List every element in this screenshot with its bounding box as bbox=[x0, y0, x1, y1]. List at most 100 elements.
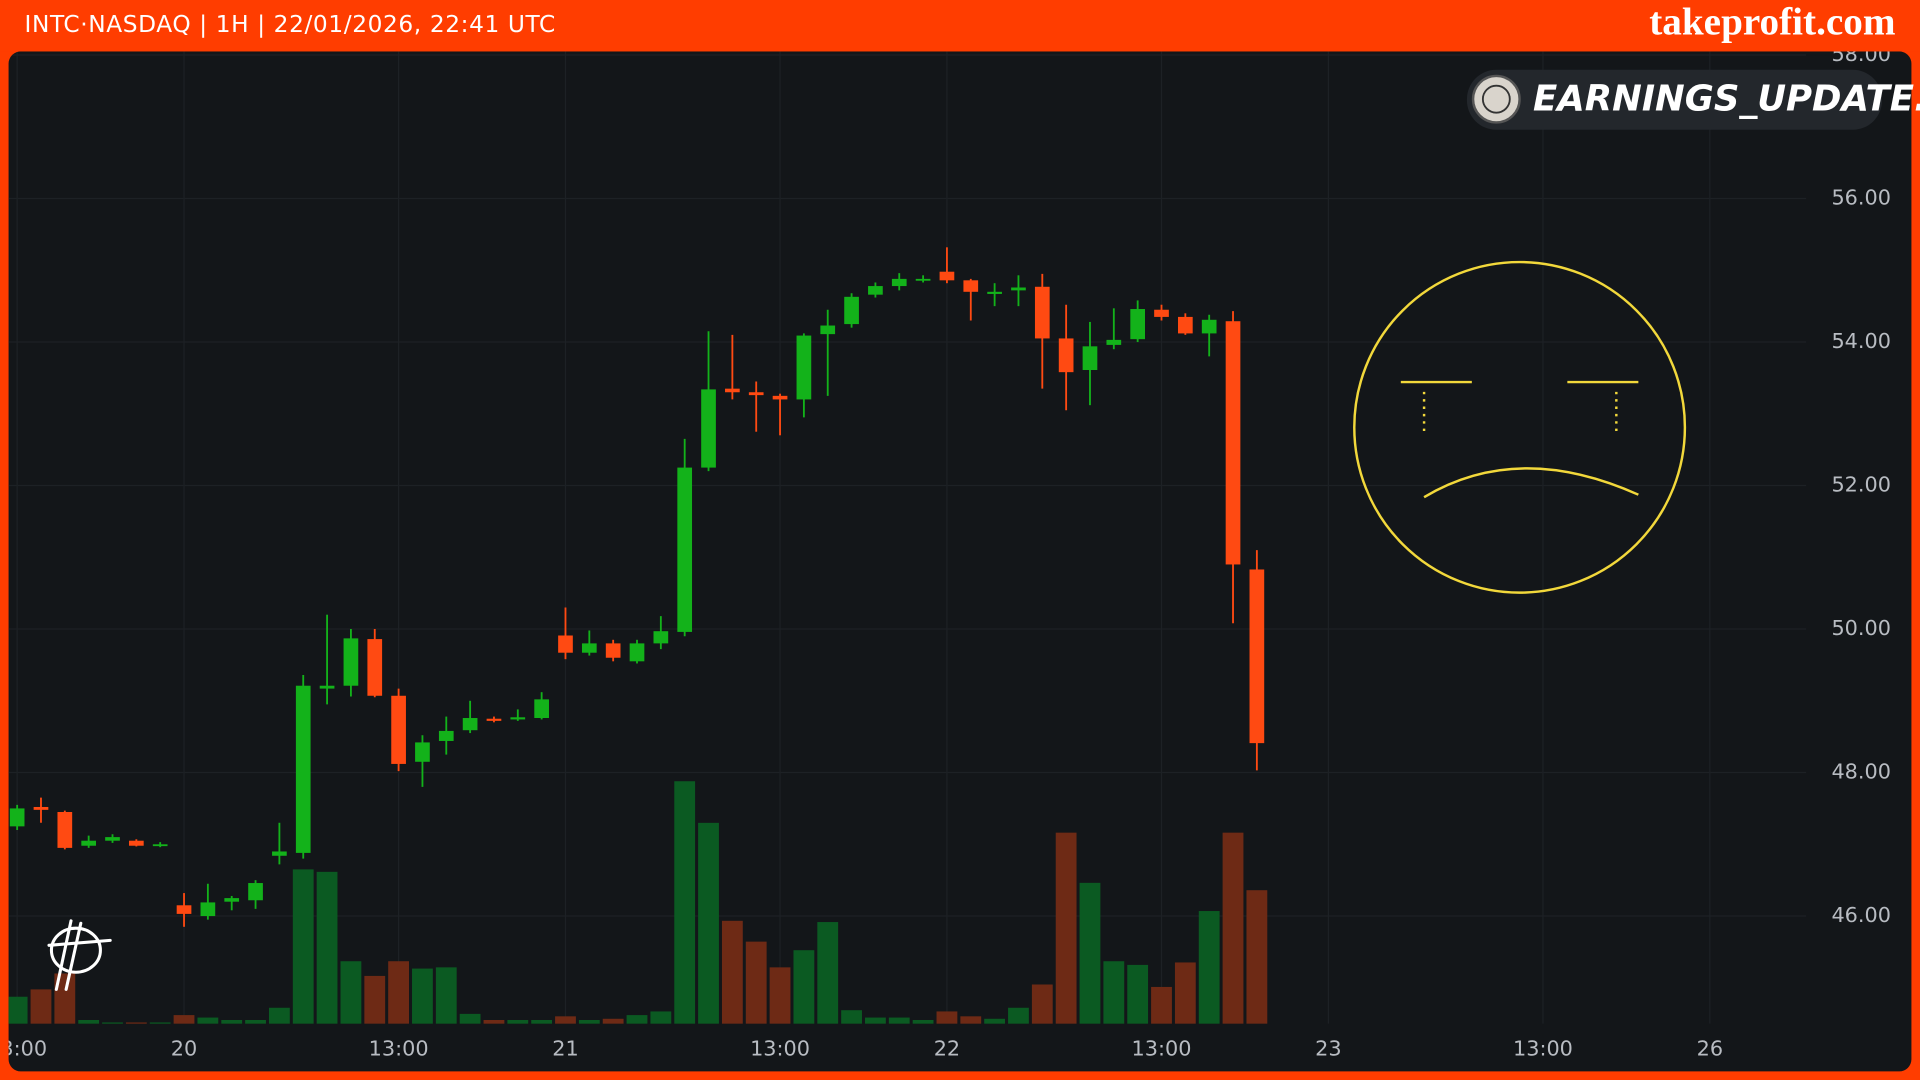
badge-icon-ring bbox=[1481, 84, 1511, 114]
header-bar bbox=[0, 0, 1920, 52]
volume-bar bbox=[555, 1016, 576, 1024]
candle-body bbox=[129, 840, 144, 846]
candle-body bbox=[844, 296, 859, 325]
logo-bar bbox=[47, 938, 112, 947]
candle-body bbox=[629, 643, 645, 662]
candle-body bbox=[772, 395, 788, 400]
volume-bar bbox=[721, 920, 743, 1024]
candle-body bbox=[868, 286, 883, 295]
volume-bar bbox=[412, 968, 433, 1024]
candle-body bbox=[33, 806, 49, 810]
x-tick-label: 23 bbox=[1315, 1036, 1341, 1060]
volume-bar bbox=[364, 975, 386, 1024]
volume-bar bbox=[245, 1020, 266, 1024]
badge-text: EARNINGS_UPDATE... bbox=[1533, 78, 1920, 119]
volume-bar bbox=[8, 996, 28, 1024]
volume-bar bbox=[817, 922, 839, 1024]
candle-body bbox=[1034, 286, 1050, 339]
volume-bar bbox=[1246, 890, 1268, 1024]
candle-body bbox=[510, 717, 526, 720]
plot-layer: 46.00 48.00 50.00 52.00 54.00 56.00 58.00 13:00… bbox=[0, 51, 1891, 1060]
volume-bar bbox=[960, 1016, 982, 1024]
volume-bar bbox=[1055, 832, 1077, 1024]
x-tick-label: 22 bbox=[934, 1036, 960, 1060]
volume-bar bbox=[30, 989, 52, 1024]
header-symbol: INTC·NASDAQ | 1H | 22/01/2026, 22:41 UTC bbox=[24, 11, 555, 38]
volume-bar bbox=[483, 1020, 505, 1024]
volume-bar bbox=[578, 1020, 600, 1024]
candle-body bbox=[1249, 569, 1265, 744]
volume-bar bbox=[650, 1011, 672, 1024]
logo-stroke bbox=[54, 919, 73, 991]
volume-bar bbox=[984, 1018, 1006, 1024]
volume-bar bbox=[674, 781, 696, 1024]
brand[interactable]: takeprofit.com bbox=[1649, 1, 1895, 44]
badge[interactable]: EARNINGS_UPDATE... bbox=[1466, 69, 1920, 130]
candle-body bbox=[57, 812, 73, 848]
plot-area bbox=[8, 51, 1912, 1072]
candle-body bbox=[462, 718, 478, 731]
volume-bar bbox=[1127, 964, 1149, 1024]
volume-bar bbox=[912, 1020, 934, 1024]
candle-body bbox=[963, 280, 979, 292]
face-outline bbox=[1353, 260, 1687, 594]
volume-bar bbox=[340, 961, 362, 1024]
volume-bar bbox=[841, 1010, 862, 1024]
candle-body bbox=[1225, 321, 1241, 565]
volume-bar bbox=[793, 950, 815, 1024]
volume-bar bbox=[149, 1022, 171, 1024]
candle-body bbox=[987, 291, 1002, 294]
volume-bar bbox=[1008, 1007, 1029, 1024]
volume-bar bbox=[1151, 986, 1172, 1024]
x-tick-label: 13:00 bbox=[369, 1036, 429, 1060]
volume-bar bbox=[1103, 961, 1125, 1024]
candle-body bbox=[534, 699, 549, 719]
volume-bar bbox=[197, 1017, 219, 1024]
x-tick-label: 13:00 bbox=[0, 1036, 47, 1060]
volume-bar bbox=[221, 1020, 243, 1024]
volume-bar bbox=[1079, 882, 1101, 1024]
volume-bar bbox=[769, 967, 791, 1024]
logo-ring bbox=[49, 926, 102, 974]
y-tick-label: 46.00 bbox=[1831, 903, 1891, 927]
candle-body bbox=[1082, 346, 1098, 371]
candle-body bbox=[558, 635, 573, 653]
candle-body bbox=[939, 271, 955, 281]
candle-body bbox=[581, 643, 597, 653]
candle-body bbox=[224, 898, 240, 902]
volume-bar bbox=[78, 1020, 100, 1024]
candle-body bbox=[295, 685, 311, 853]
candle-body bbox=[605, 643, 621, 658]
candle-body bbox=[1011, 287, 1026, 291]
candle-body bbox=[248, 883, 263, 901]
candle-body bbox=[176, 905, 192, 914]
x-tick-label: 21 bbox=[552, 1036, 578, 1060]
candle-body bbox=[152, 844, 168, 847]
volume-bar bbox=[54, 973, 76, 1024]
candle-body bbox=[796, 335, 812, 400]
x-tick-label: 26 bbox=[1697, 1036, 1723, 1060]
volume-bar bbox=[936, 1011, 958, 1024]
candle-body bbox=[272, 851, 287, 856]
candle-body bbox=[748, 392, 764, 396]
candle-body bbox=[319, 685, 335, 689]
candle-body bbox=[200, 902, 216, 917]
candle-body bbox=[1058, 338, 1074, 373]
candle-body bbox=[653, 631, 669, 644]
candle-body bbox=[820, 325, 836, 335]
sad-face bbox=[1353, 260, 1687, 594]
candle-body bbox=[1106, 339, 1122, 345]
volume-bar bbox=[102, 1022, 123, 1024]
candle-body bbox=[915, 278, 931, 281]
volume-bar bbox=[388, 961, 410, 1024]
candle-body bbox=[105, 837, 120, 841]
candle-body bbox=[725, 388, 740, 393]
volume-bar bbox=[602, 1018, 624, 1024]
volume-bar bbox=[1222, 832, 1244, 1024]
candle-body bbox=[1154, 309, 1169, 317]
mouth bbox=[1423, 467, 1639, 499]
volume-bar bbox=[459, 1013, 481, 1024]
volume-bar bbox=[507, 1020, 529, 1024]
